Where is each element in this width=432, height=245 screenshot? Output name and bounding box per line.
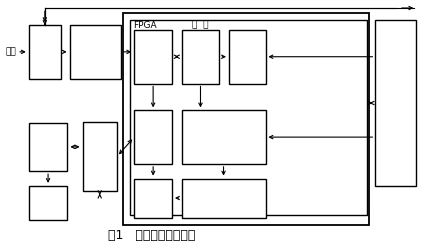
Bar — [124, 13, 369, 225]
Bar — [29, 25, 61, 79]
Text: 总  线: 总 线 — [192, 21, 209, 30]
Text: FFT模块: FFT模块 — [140, 194, 166, 203]
Text: 数据
选择: 数据 选择 — [148, 47, 159, 66]
Text: 数字
混频: 数字 混频 — [195, 47, 206, 66]
Bar — [181, 30, 219, 84]
Text: 高速A/D转
换ADS2806: 高速A/D转 换ADS2806 — [72, 42, 119, 61]
Bar — [29, 186, 67, 220]
Bar — [29, 122, 67, 171]
Text: SRAM
存储: SRAM 存储 — [87, 147, 112, 166]
Text: CIC抽取滤波: CIC抽取滤波 — [205, 133, 242, 142]
Text: C8051
单片机: C8051 单片机 — [381, 93, 410, 113]
Bar — [181, 110, 266, 164]
Text: 取模
运算: 取模 运算 — [148, 127, 159, 147]
Bar — [181, 179, 266, 218]
Text: 信号: 信号 — [6, 47, 16, 56]
Text: LCD控制
模块: LCD控制 模块 — [34, 137, 63, 157]
Text: LCD显示器: LCD显示器 — [31, 198, 65, 207]
Bar — [134, 179, 172, 218]
Bar — [134, 110, 172, 164]
Bar — [83, 122, 117, 191]
Text: 图1   系统总体设计框图: 图1 系统总体设计框图 — [108, 229, 195, 242]
Text: FIR滤波: FIR滤波 — [211, 194, 236, 203]
Text: AGC
模块: AGC 模块 — [35, 42, 54, 61]
Bar — [70, 25, 121, 79]
Text: DDS
模块: DDS 模块 — [238, 47, 257, 66]
Bar — [375, 20, 416, 186]
Bar — [134, 30, 172, 84]
Text: FPGA: FPGA — [133, 21, 157, 30]
Bar — [229, 30, 266, 84]
Bar — [130, 20, 367, 215]
